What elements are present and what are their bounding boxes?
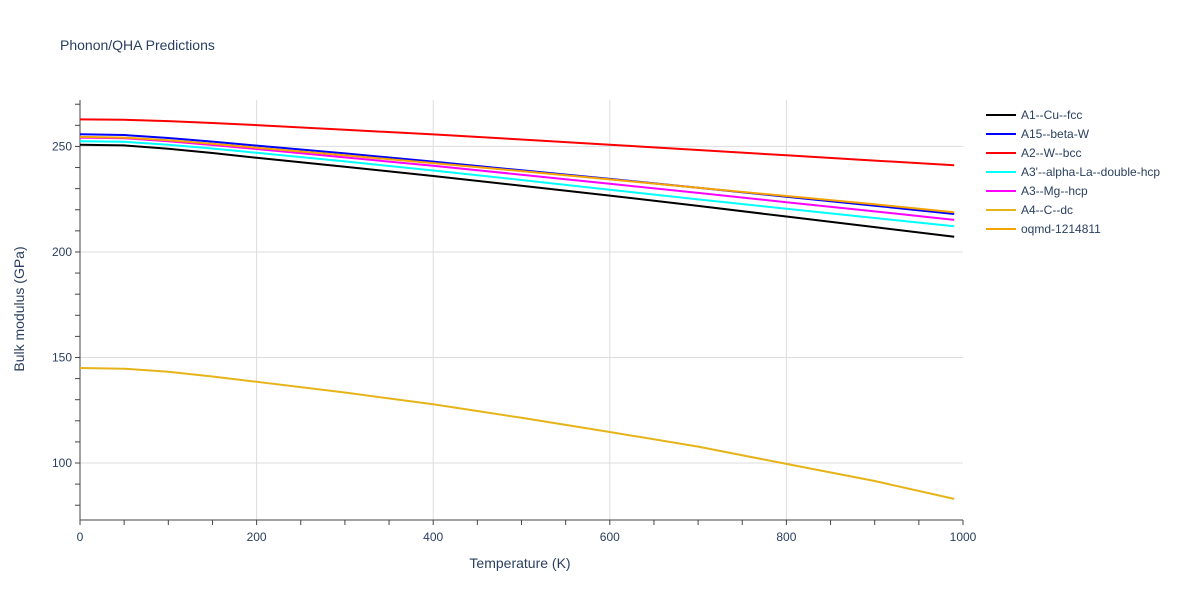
legend-label: A2--W--bcc [1021, 146, 1081, 160]
legend-item-5[interactable]: A4--C--dc [986, 203, 1073, 217]
x-tick-label: 800 [776, 530, 796, 544]
axes [75, 100, 964, 525]
gridlines [80, 100, 963, 520]
x-tick-label: 400 [423, 530, 443, 544]
y-tick-label: 250 [52, 139, 72, 153]
series-line-5 [79, 367, 955, 500]
legend-label: A3'--alpha-La--double-hcp [1021, 165, 1160, 179]
legend-item-3[interactable]: A3'--alpha-La--double-hcp [986, 165, 1160, 179]
x-tick-label: 1000 [950, 530, 977, 544]
series-line-0 [79, 143, 955, 238]
legend-item-1[interactable]: A15--beta-W [986, 127, 1090, 141]
legend[interactable]: A1--Cu--fcc A15--beta-W A2--W--bcc A3'--alp… [986, 108, 1160, 236]
y-tick-label: 150 [52, 350, 72, 364]
legend-label: A4--C--dc [1021, 203, 1073, 217]
x-tick-label: 0 [77, 530, 84, 544]
legend-item-6[interactable]: oqmd-1214811 [986, 222, 1101, 236]
y-tick-label: 100 [52, 456, 72, 470]
y-tick-label: 200 [52, 245, 72, 259]
series-lines [79, 118, 955, 500]
legend-item-4[interactable]: A3--Mg--hcp [986, 184, 1088, 198]
legend-label: A3--Mg--hcp [1021, 184, 1088, 198]
legend-item-2[interactable]: A2--W--bcc [986, 146, 1081, 160]
x-tick-label: 600 [600, 530, 620, 544]
series-line-2 [79, 118, 955, 167]
x-tick-label: 200 [247, 530, 267, 544]
series-line-3 [79, 140, 955, 228]
legend-item-0[interactable]: A1--Cu--fcc [986, 108, 1082, 122]
y-axis-title: Bulk modulus (GPa) [11, 246, 27, 371]
legend-label: oqmd-1214811 [1021, 222, 1101, 236]
tick-labels: 0 200 400 600 800 1000 100 150 200 250 [52, 139, 977, 544]
chart-title: Phonon/QHA Predictions [60, 37, 215, 53]
x-axis-title: Temperature (K) [469, 555, 570, 571]
legend-label: A1--Cu--fcc [1021, 108, 1082, 122]
series-line-6 [79, 135, 955, 214]
legend-label: A15--beta-W [1021, 127, 1090, 141]
